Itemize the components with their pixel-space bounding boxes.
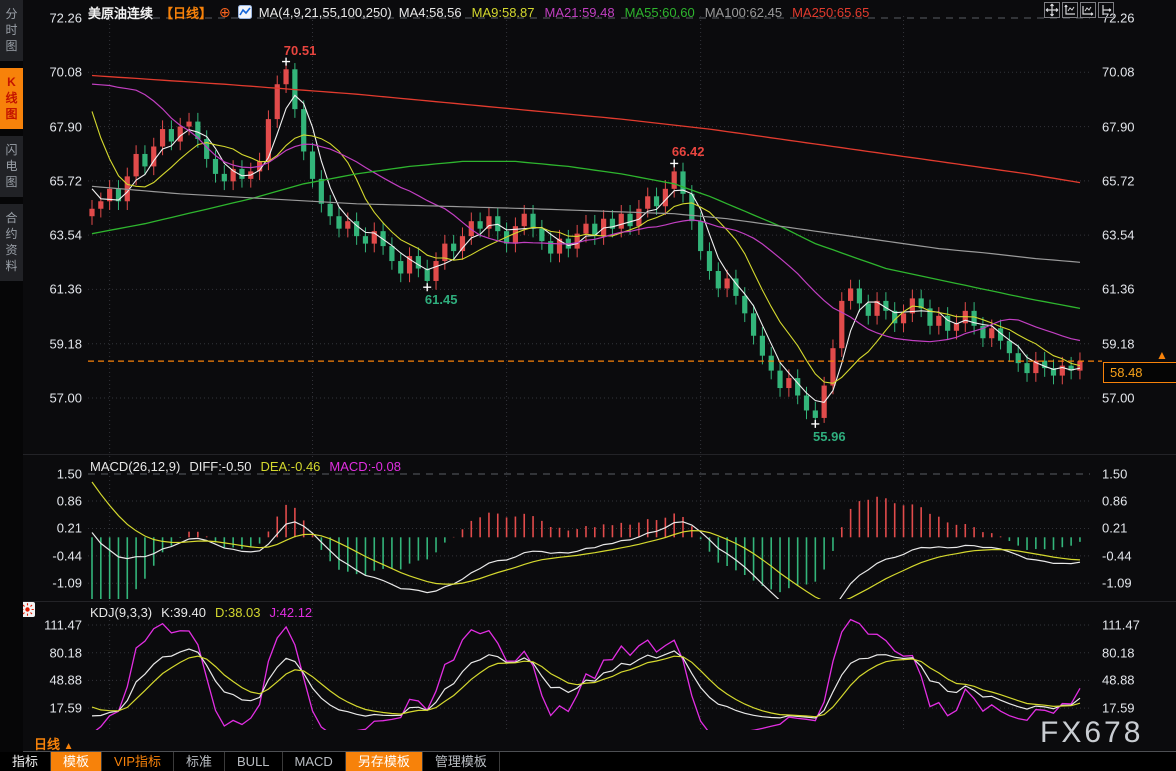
ma-value: MA100:62.45 bbox=[704, 4, 783, 20]
candlestick-series bbox=[89, 61, 1083, 424]
price-axis-label: 72.26 bbox=[1102, 10, 1135, 26]
toolbar-item-模板[interactable]: 模板 bbox=[51, 752, 103, 771]
macd-dea-value: DEA:-0.46 bbox=[260, 459, 321, 474]
indicator-settings-icon[interactable] bbox=[20, 602, 35, 617]
sidebar-tab-分时图[interactable]: 分时图 bbox=[0, 0, 23, 61]
macd-header: MACD(26,12,9) DIFF:-0.50 DEA:-0.46 MACD:… bbox=[90, 459, 401, 474]
chart-header: 美原油连续 【日线】 ⊕ MA(4,9,21,55,100,250) MA4:5… bbox=[88, 3, 869, 21]
kdj-header: KDJ(9,3,3) K:39.40 D:38.03 J:42.12 bbox=[90, 605, 312, 620]
toolbar-item-VIP指标[interactable]: VIP指标 bbox=[102, 752, 174, 771]
left-axis-scale-icon[interactable] bbox=[1062, 2, 1078, 18]
macd-axis-label: -0.44 bbox=[52, 548, 82, 564]
period-tag[interactable]: 【日线】 bbox=[160, 5, 213, 21]
price-annotation: 61.45 bbox=[424, 292, 458, 308]
bottom-toolbar: 指标 模板 VIP指标 标准 BULL MACD 另存模板 管理模板 bbox=[0, 752, 1176, 771]
macd-axis-label: 0.86 bbox=[56, 493, 82, 509]
kdj-axis-label: 80.18 bbox=[49, 645, 82, 661]
macd-diff-value: DIFF:-0.50 bbox=[189, 459, 252, 474]
symbol-name: 美原油连续 bbox=[88, 5, 154, 21]
toolbar-item-标准[interactable]: 标准 bbox=[174, 752, 226, 771]
price-axis-label: 61.36 bbox=[1102, 281, 1135, 297]
price-axis-label: 59.18 bbox=[49, 336, 82, 352]
toolbar-item-管理模板[interactable]: 管理模板 bbox=[423, 752, 500, 771]
ma-value: MA4:58.56 bbox=[398, 4, 462, 20]
macd-value: MACD:-0.08 bbox=[329, 459, 401, 474]
price-axis-label: 72.26 bbox=[49, 10, 82, 26]
price-axis-label: 70.08 bbox=[49, 64, 82, 80]
macd-axis-label: 0.86 bbox=[1102, 493, 1128, 509]
add-indicator-icon[interactable]: ⊕ bbox=[219, 3, 231, 20]
price-annotation: 70.51 bbox=[283, 42, 317, 58]
price-axis-label: 67.90 bbox=[1102, 119, 1135, 135]
kdj-k-value: K:39.40 bbox=[161, 605, 206, 620]
kdj-axis-label: 111.47 bbox=[1102, 617, 1140, 633]
kdj-axis-label: 48.88 bbox=[1102, 672, 1135, 688]
price-annotation: 55.96 bbox=[813, 428, 846, 444]
ma-value: MA9:58.87 bbox=[471, 4, 535, 20]
toolbar-item-另存模板[interactable]: 另存模板 bbox=[345, 752, 423, 771]
price-axis-label: 67.90 bbox=[49, 119, 82, 135]
move-chart-icon[interactable] bbox=[1044, 2, 1060, 18]
kdj-axis-label: 17.59 bbox=[1102, 700, 1135, 716]
macd-axis-label: 1.50 bbox=[1102, 466, 1128, 482]
price-annotation: 66.42 bbox=[671, 144, 705, 160]
price-axis-label: 63.54 bbox=[1102, 227, 1135, 243]
kdj-series bbox=[91, 618, 1081, 730]
macd-axis-label: -1.09 bbox=[1102, 575, 1132, 591]
kdj-axis-label: 48.88 bbox=[49, 672, 82, 688]
period-selector[interactable]: 日线 ▲ bbox=[34, 737, 74, 752]
sidebar-tab-闪电图[interactable]: 闪电图 bbox=[0, 136, 23, 197]
ma-params: MA(4,9,21,55,100,250) bbox=[258, 4, 392, 20]
ma-value: MA250:65.65 bbox=[792, 4, 870, 20]
ma-indicator-icon[interactable] bbox=[237, 5, 252, 19]
scroll-to-latest-icon[interactable]: ▲ bbox=[1156, 348, 1168, 363]
macd-axis-label: 1.50 bbox=[56, 466, 82, 482]
price-axis-label: 57.00 bbox=[49, 390, 82, 406]
watermark: FX678 bbox=[1040, 716, 1144, 749]
toolbar-item-MACD[interactable]: MACD bbox=[283, 752, 346, 771]
macd-series bbox=[91, 481, 1081, 599]
ma-value: MA21:59.48 bbox=[544, 4, 615, 20]
chart-controls bbox=[1044, 2, 1114, 18]
shift-right-icon[interactable] bbox=[1098, 2, 1114, 18]
kdj-axis-label: 80.18 bbox=[1102, 645, 1135, 661]
macd-axis-label: -0.44 bbox=[1102, 548, 1132, 564]
macd-params: MACD(26,12,9) bbox=[90, 459, 181, 474]
ma-value: MA55:60.60 bbox=[624, 4, 695, 20]
toolbar-item-指标[interactable]: 指标 bbox=[0, 752, 52, 771]
time-axis: 2025/072025/082025/092025/102025/11 bbox=[0, 730, 1176, 752]
kdj-axis-label: 111.47 bbox=[44, 617, 82, 633]
price-axis-label: 61.36 bbox=[49, 281, 82, 297]
current-price-box: 58.48 bbox=[1103, 362, 1176, 384]
panel-divider bbox=[23, 601, 1176, 602]
ma-value-list: MA4:58.56 MA9:58.87 MA21:59.48 MA55:60.60 MA… bbox=[399, 5, 870, 20]
toolbar-item-BULL[interactable]: BULL bbox=[225, 752, 283, 771]
price-axis-label: 65.72 bbox=[1102, 173, 1135, 189]
macd-axis-label: -1.09 bbox=[52, 575, 82, 591]
sidebar-tab-合约资料[interactable]: 合约资料 bbox=[0, 204, 23, 281]
kdj-axis-label: 17.59 bbox=[49, 700, 82, 716]
kdj-j-value: J:42.12 bbox=[269, 605, 313, 620]
price-axis-label: 65.72 bbox=[49, 173, 82, 189]
panel-divider bbox=[23, 454, 1176, 455]
macd-axis-label: 0.21 bbox=[1102, 520, 1128, 536]
price-axis-label: 59.18 bbox=[1102, 336, 1135, 352]
price-axis-label: 70.08 bbox=[1102, 64, 1135, 80]
price-axis-label: 63.54 bbox=[49, 227, 82, 243]
kdj-params: KDJ(9,3,3) bbox=[90, 605, 153, 620]
chevron-up-icon: ▲ bbox=[63, 741, 74, 752]
price-axis-label: 57.00 bbox=[1102, 390, 1135, 406]
kdj-d-value: D:38.03 bbox=[214, 605, 261, 620]
macd-axis-label: 0.21 bbox=[56, 520, 82, 536]
right-axis-scale-icon[interactable] bbox=[1080, 2, 1096, 18]
